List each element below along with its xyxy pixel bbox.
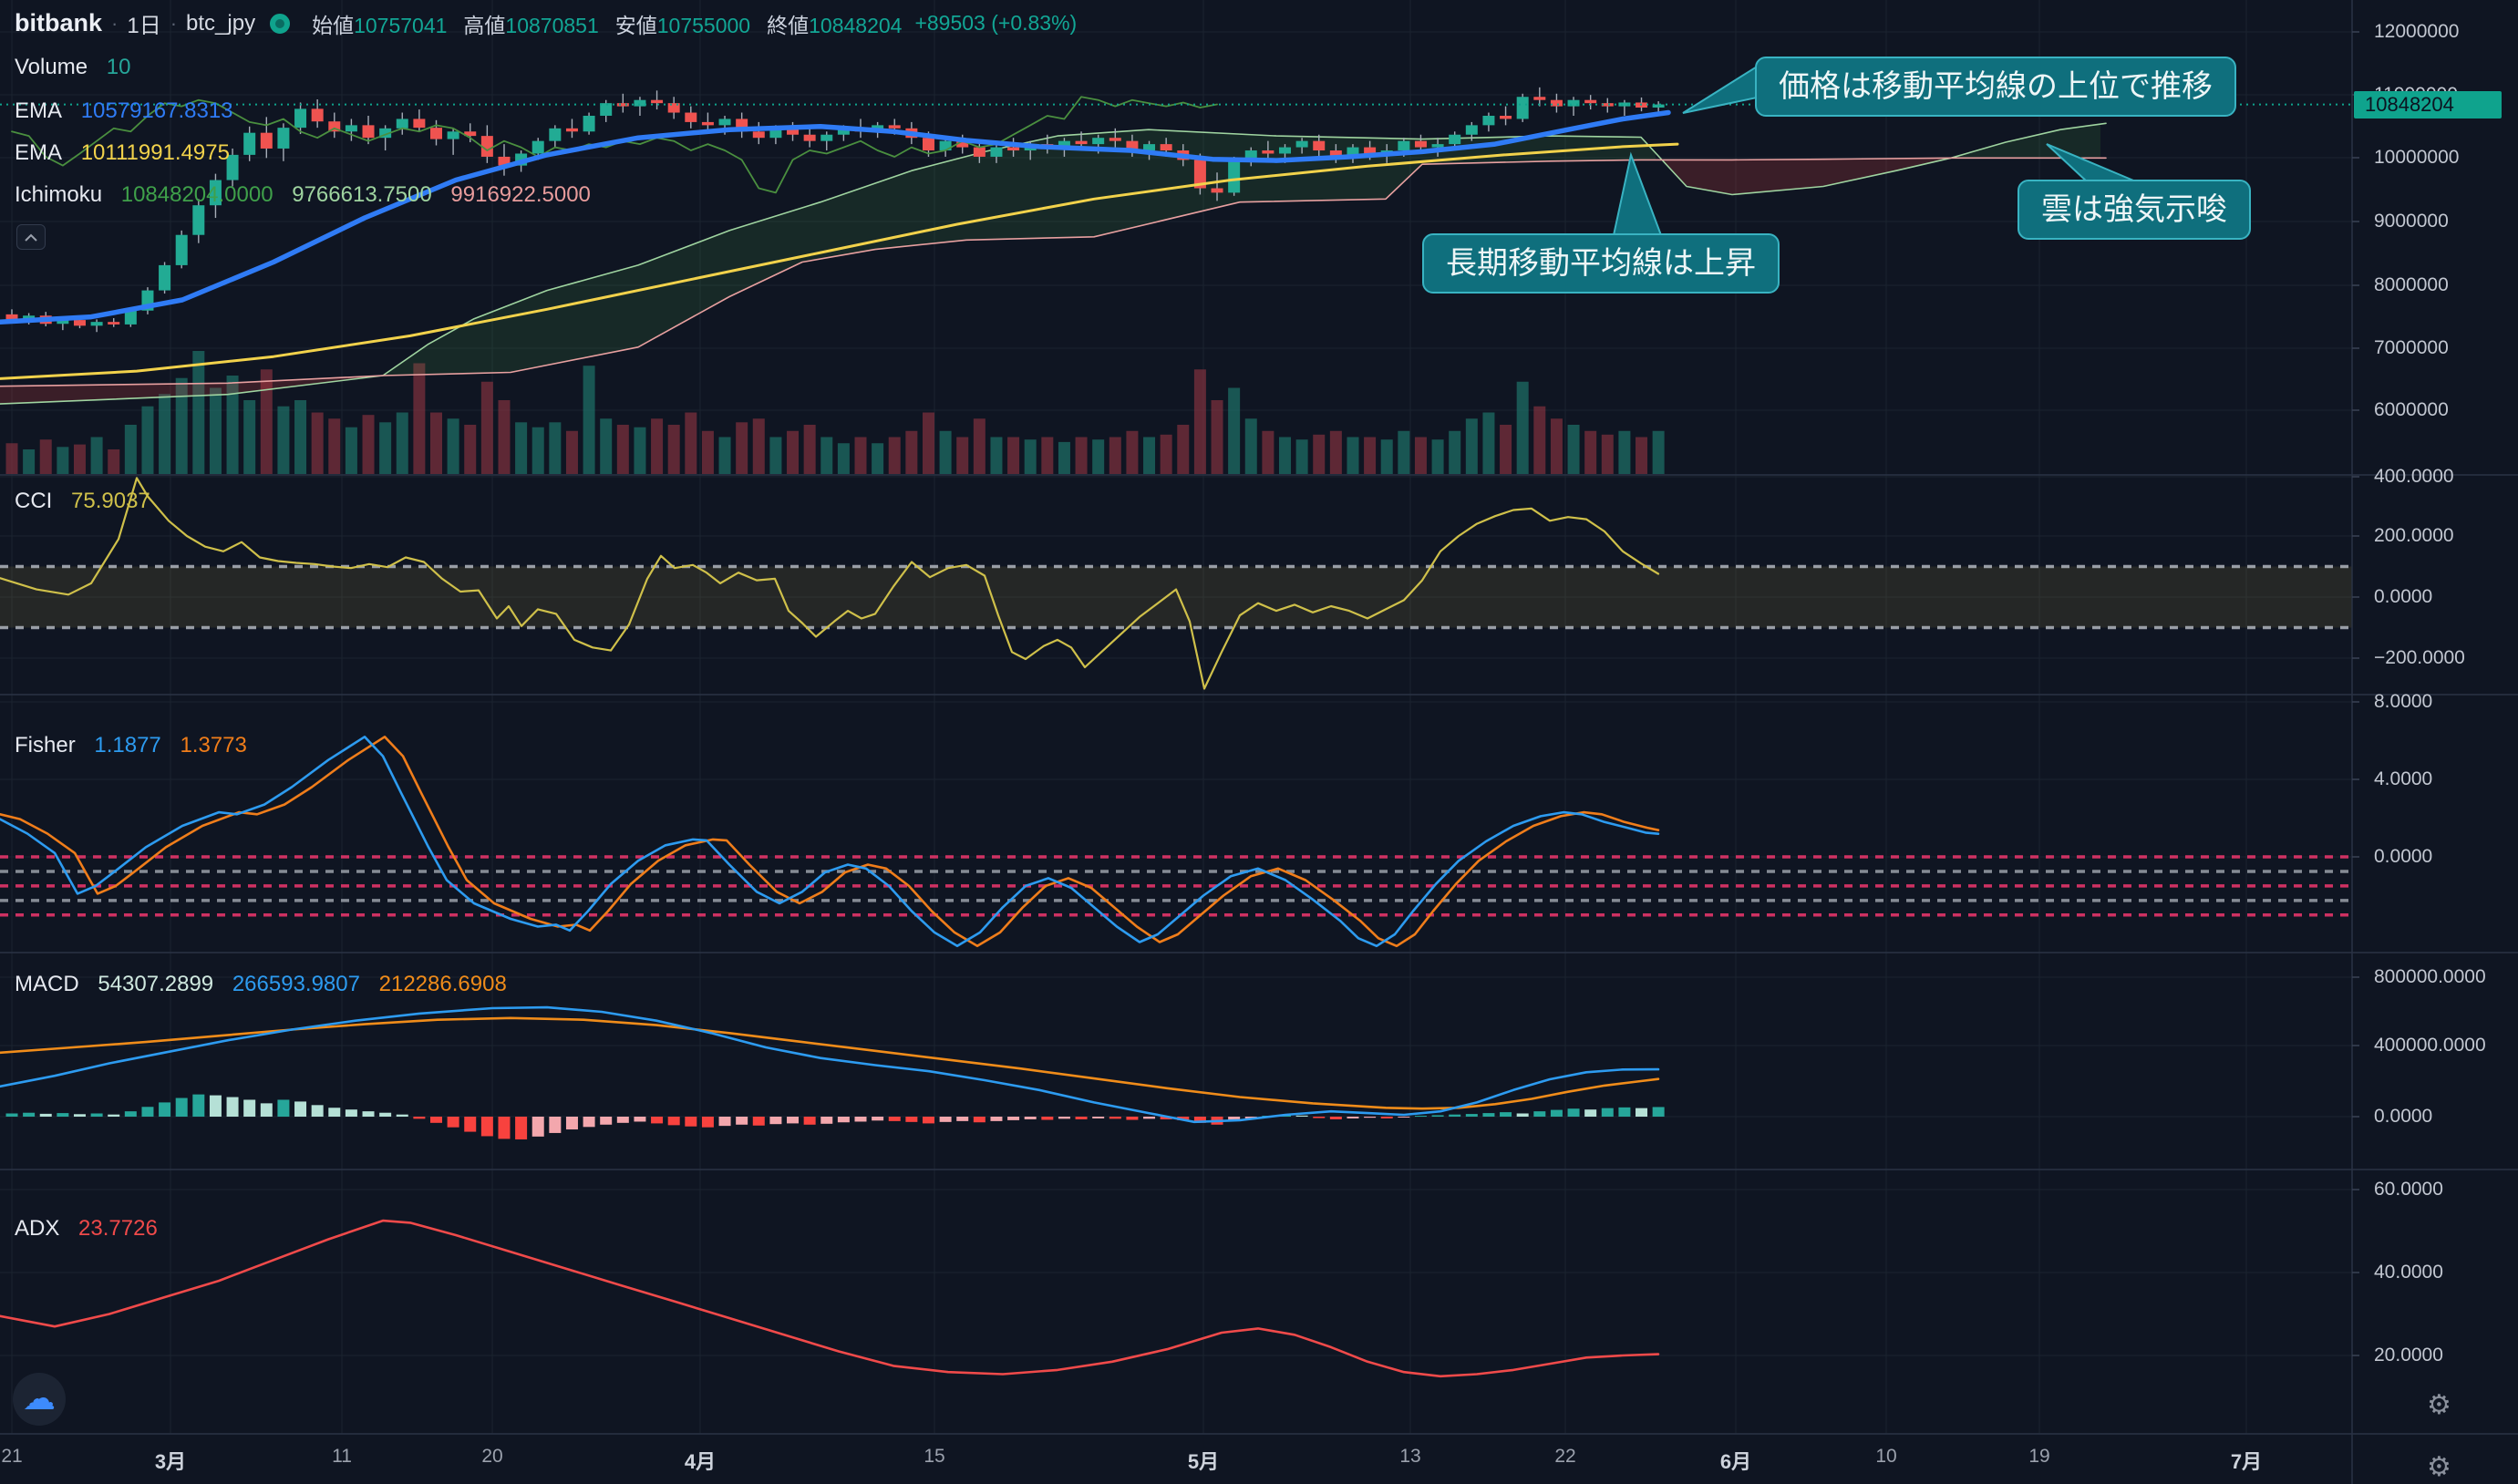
macd-hist-value: 54307.2899: [98, 972, 214, 996]
price-axis-label: 6000000: [2374, 399, 2449, 420]
time-axis-label: 20: [481, 1446, 503, 1467]
price-axis-label: 0.0000: [2374, 1106, 2433, 1127]
price-axis-label: 7000000: [2374, 337, 2449, 358]
fisher-trigger-value: 1.3773: [180, 733, 247, 757]
price-axis-label: 800000.0000: [2374, 966, 2486, 987]
price-axis-label: 9000000: [2374, 211, 2449, 232]
time-axis-label: 6月: [1719, 1450, 1752, 1473]
volume-legend: Volume 10: [15, 55, 143, 80]
change-value: +89503 (+0.83%): [914, 11, 1078, 35]
time-axis-label: 4月: [684, 1450, 717, 1473]
ichimoku-senkou-a-value: 9766613.7500: [292, 182, 432, 207]
annotation-callout[interactable]: 長期移動平均線は上昇: [1422, 233, 1780, 294]
separator-dot: ·: [170, 11, 178, 35]
ema-slow-legend[interactable]: EMA 10111991.4975: [15, 140, 243, 166]
price-axis-label: 40.0000: [2374, 1262, 2443, 1283]
time-axis-label: 19: [2028, 1446, 2050, 1467]
ema-fast-value: 10579167.8313: [80, 98, 233, 123]
price-axis-label: 60.0000: [2374, 1179, 2443, 1200]
price-axis-label: 0.0000: [2374, 846, 2433, 867]
annotation-callout[interactable]: 雲は強気示唆: [2017, 180, 2251, 240]
symbol-name[interactable]: bitbank: [15, 9, 103, 36]
cloud-logo-icon: ☁: [23, 1380, 56, 1417]
adx-value: 23.7726: [78, 1216, 158, 1241]
time-axis-label: 15: [924, 1446, 945, 1467]
macd-signal-value: 212286.6908: [378, 972, 507, 996]
annotation-callout[interactable]: 価格は移動平均線の上位で推移: [1755, 57, 2236, 117]
separator-dot: ·: [111, 11, 119, 35]
cci-legend[interactable]: CCI 75.9037: [15, 489, 163, 514]
ichimoku-chikou-value: 10848204.0000: [120, 182, 273, 207]
price-axis-label: 400.0000: [2374, 466, 2454, 487]
volume-length: 10: [106, 55, 131, 79]
time-axis-label: 13: [1399, 1446, 1421, 1467]
time-axis-label: 7月: [2230, 1450, 2263, 1473]
time-axis-label: 11: [332, 1446, 352, 1467]
ichimoku-senkou-b-value: 9916922.5000: [450, 182, 591, 207]
price-axis-label: −200.0000: [2374, 647, 2465, 668]
close-value: 終値10848204: [767, 13, 903, 37]
macd-line-value: 266593.9807: [232, 972, 360, 996]
collapse-legend-button[interactable]: [16, 224, 46, 250]
interval-label[interactable]: 1日: [127, 14, 161, 38]
adx-legend[interactable]: ADX 23.7726: [15, 1216, 170, 1242]
price-axis-label: 0.0000: [2374, 586, 2433, 607]
ema-fast-legend[interactable]: EMA 10579167.8313: [15, 98, 246, 124]
time-axis-label: 22: [1554, 1446, 1576, 1467]
current-price-badge: 10848204: [2354, 91, 2502, 119]
ema-slow-value: 10111991.4975: [80, 140, 230, 165]
market-status-dot-icon: [270, 13, 291, 34]
axis-settings-gear-icon[interactable]: ⚙: [2427, 1451, 2451, 1483]
volume-label: Volume: [15, 55, 88, 79]
fisher-legend[interactable]: Fisher 1.1877 1.3773: [15, 733, 260, 758]
price-axis-label: 200.0000: [2374, 525, 2454, 546]
fisher-label: Fisher: [15, 733, 76, 757]
price-axis-label: 12000000: [2374, 21, 2460, 42]
macd-legend[interactable]: MACD 54307.2899 266593.9807 212286.6908: [15, 972, 520, 997]
time-axis-label: 10: [1875, 1446, 1897, 1467]
pair-label[interactable]: btc_jpy: [186, 10, 256, 36]
chart-header: bitbank · 1日 · btc_jpy 始値10757041 高値1087…: [15, 7, 1077, 39]
price-axis-label: 4.0000: [2374, 768, 2433, 789]
price-axis-label: 10000000: [2374, 147, 2460, 168]
price-axis-label: 8000000: [2374, 274, 2449, 295]
ichimoku-legend[interactable]: Ichimoku 10848204.0000 9766613.7500 9916…: [15, 182, 604, 208]
high-value: 高値10870851: [463, 13, 599, 37]
ema-label: EMA: [15, 140, 63, 165]
pane-settings-gear-icon[interactable]: ⚙: [2427, 1389, 2451, 1421]
open-value: 始値10757041: [312, 13, 448, 37]
cci-label: CCI: [15, 489, 53, 513]
adx-label: ADX: [15, 1216, 60, 1241]
price-axis-label: 400000.0000: [2374, 1035, 2486, 1056]
time-axis-label: 21: [1, 1446, 23, 1467]
price-axis-label: 8.0000: [2374, 691, 2433, 712]
ema-label: EMA: [15, 98, 63, 123]
fisher-value: 1.1877: [94, 733, 161, 757]
macd-label: MACD: [15, 972, 79, 996]
time-axis-label: 3月: [154, 1450, 187, 1473]
time-axis-label: 5月: [1187, 1450, 1220, 1473]
watermark-logo-button[interactable]: ☁: [13, 1373, 66, 1426]
low-value: 安値10755000: [614, 13, 751, 37]
cci-value: 75.9037: [71, 489, 150, 513]
ichimoku-label: Ichimoku: [15, 182, 103, 207]
chevron-up-icon: [25, 233, 37, 242]
price-axis-label: 20.0000: [2374, 1345, 2443, 1365]
